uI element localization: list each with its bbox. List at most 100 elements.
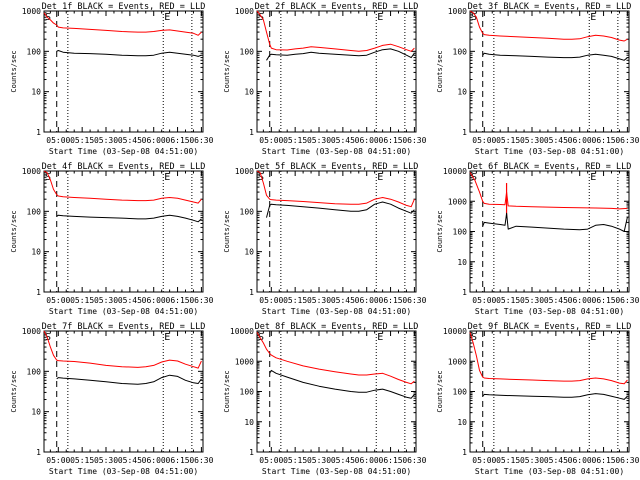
series-line-events [266, 201, 415, 218]
y-tick-label: 10 [31, 248, 41, 257]
x-axis-label: Start Time (03-Sep-08 04:51:00) [262, 307, 411, 316]
series-line-lld [256, 332, 415, 385]
y-tick-label: 1000 [22, 167, 41, 176]
x-tick-label: 05:30 [94, 456, 118, 465]
series-line-lld [469, 10, 628, 42]
x-tick-label: 06:30 [189, 296, 213, 305]
y-tick-label: 100 [240, 388, 255, 397]
x-tick-label: 05:45 [544, 296, 568, 305]
x-axis-label: Start Time (03-Sep-08 04:51:00) [475, 307, 624, 316]
y-tick-label: 1000 [235, 357, 254, 366]
series-line-events [482, 393, 628, 400]
series-line-events [482, 212, 628, 232]
x-tick-label: 06:00 [142, 456, 166, 465]
x-tick-label: 06:15 [166, 136, 190, 145]
x-tick-label: 05:15 [283, 456, 307, 465]
plot-frame [256, 10, 417, 133]
end-marker-E: E [590, 12, 596, 23]
series-line-events [482, 52, 628, 61]
y-axis-label: Counts/sec [223, 210, 231, 252]
x-axis-label: Start Time (03-Sep-08 04:51:00) [262, 467, 411, 476]
chart-title: Det 9f BLACK = Events, RED = LLD [468, 322, 632, 332]
x-tick-label: 05:15 [283, 296, 307, 305]
chart-title: Det 1f BLACK = Events, RED = LLD [42, 2, 206, 12]
chart-title: Det 7f BLACK = Events, RED = LLD [42, 322, 206, 332]
x-tick-label: 06:30 [402, 296, 426, 305]
x-tick-label: 05:30 [94, 296, 118, 305]
y-axis-label: Counts/sec [223, 370, 231, 412]
x-axis-label: Start Time (03-Sep-08 04:51:00) [262, 147, 411, 156]
y-tick-label: 10 [244, 418, 254, 427]
end-marker-E: E [377, 12, 383, 23]
chart-title: Det 2f BLACK = Events, RED = LLD [255, 2, 419, 12]
x-axis-label: Start Time (03-Sep-08 04:51:00) [475, 147, 624, 156]
x-tick-label: 06:00 [568, 136, 592, 145]
y-axis-label: Counts/sec [436, 370, 444, 412]
start-marker-S: S [258, 172, 264, 183]
y-tick-label: 10 [457, 88, 467, 97]
y-tick-label: 1 [462, 288, 467, 297]
x-tick-label: 05:30 [307, 136, 331, 145]
x-tick-label: 05:45 [331, 136, 355, 145]
x-tick-label: 06:30 [615, 296, 639, 305]
series-line-lld [469, 332, 628, 385]
x-tick-label: 05:15 [496, 296, 520, 305]
y-axis-label: Counts/sec [10, 50, 18, 92]
x-axis-label: Start Time (03-Sep-08 04:51:00) [49, 307, 198, 316]
x-tick-label: 05:45 [544, 136, 568, 145]
x-tick-label: 05:30 [307, 456, 331, 465]
start-marker-S: S [258, 332, 264, 343]
x-tick-label: 05:00 [46, 296, 70, 305]
series-line-events [56, 374, 202, 385]
x-tick-label: 05:30 [520, 136, 544, 145]
plot-frame [256, 170, 417, 293]
y-tick-label: 100 [453, 47, 468, 56]
x-tick-label: 05:30 [94, 136, 118, 145]
x-tick-label: 05:45 [544, 456, 568, 465]
x-tick-label: 05:30 [307, 296, 331, 305]
y-tick-label: 1000 [22, 7, 41, 16]
x-axis-label: Start Time (03-Sep-08 04:51:00) [49, 147, 198, 156]
y-tick-label: 10000 [443, 327, 467, 336]
x-tick-label: 06:00 [142, 136, 166, 145]
plot-frame [469, 10, 630, 133]
chart-title: Det 5f BLACK = Events, RED = LLD [255, 162, 419, 172]
end-marker-E: E [164, 332, 170, 343]
chart-panel-1: Det 1f BLACK = Events, RED = LLD 1 10 100 10… [10, 2, 213, 156]
x-tick-label: 06:30 [615, 136, 639, 145]
y-tick-label: 1000 [235, 167, 254, 176]
chart-panel-2: Det 2f BLACK = Events, RED = LLD 1 10 100 10… [223, 2, 426, 156]
chart-panel-3: Det 3f BLACK = Events, RED = LLD 1 10 100 10… [436, 2, 639, 156]
x-tick-label: 05:00 [46, 136, 70, 145]
y-tick-label: 100 [453, 388, 468, 397]
x-tick-label: 06:15 [379, 136, 403, 145]
chart-panel-8: Det 8f BLACK = Events, RED = LLD 1 10 100 10… [223, 322, 426, 476]
y-tick-label: 10 [244, 88, 254, 97]
x-tick-label: 05:30 [520, 296, 544, 305]
x-tick-label: 05:15 [70, 296, 94, 305]
x-axis-label: Start Time (03-Sep-08 04:51:00) [49, 467, 198, 476]
y-axis-label: Counts/sec [10, 370, 18, 412]
start-marker-S: S [471, 332, 477, 343]
x-tick-label: 05:00 [259, 296, 283, 305]
x-tick-label: 06:00 [355, 296, 379, 305]
x-tick-label: 06:00 [355, 136, 379, 145]
x-tick-label: 05:45 [331, 296, 355, 305]
x-tick-label: 05:30 [520, 456, 544, 465]
x-tick-label: 06:00 [568, 296, 592, 305]
y-tick-label: 100 [27, 367, 42, 376]
y-tick-label: 100 [240, 207, 255, 216]
series-line-lld [43, 12, 202, 36]
y-tick-label: 100 [240, 47, 255, 56]
x-tick-label: 05:00 [472, 296, 496, 305]
x-tick-label: 06:15 [379, 456, 403, 465]
series-line-lld [43, 330, 202, 369]
series-line-events [266, 48, 415, 61]
x-tick-label: 05:00 [46, 456, 70, 465]
plot-frame [43, 170, 204, 293]
y-tick-label: 1000 [448, 7, 467, 16]
y-tick-label: 1000 [235, 7, 254, 16]
y-tick-label: 10000 [443, 167, 467, 176]
y-axis-label: Counts/sec [223, 50, 231, 92]
x-tick-label: 05:00 [259, 456, 283, 465]
